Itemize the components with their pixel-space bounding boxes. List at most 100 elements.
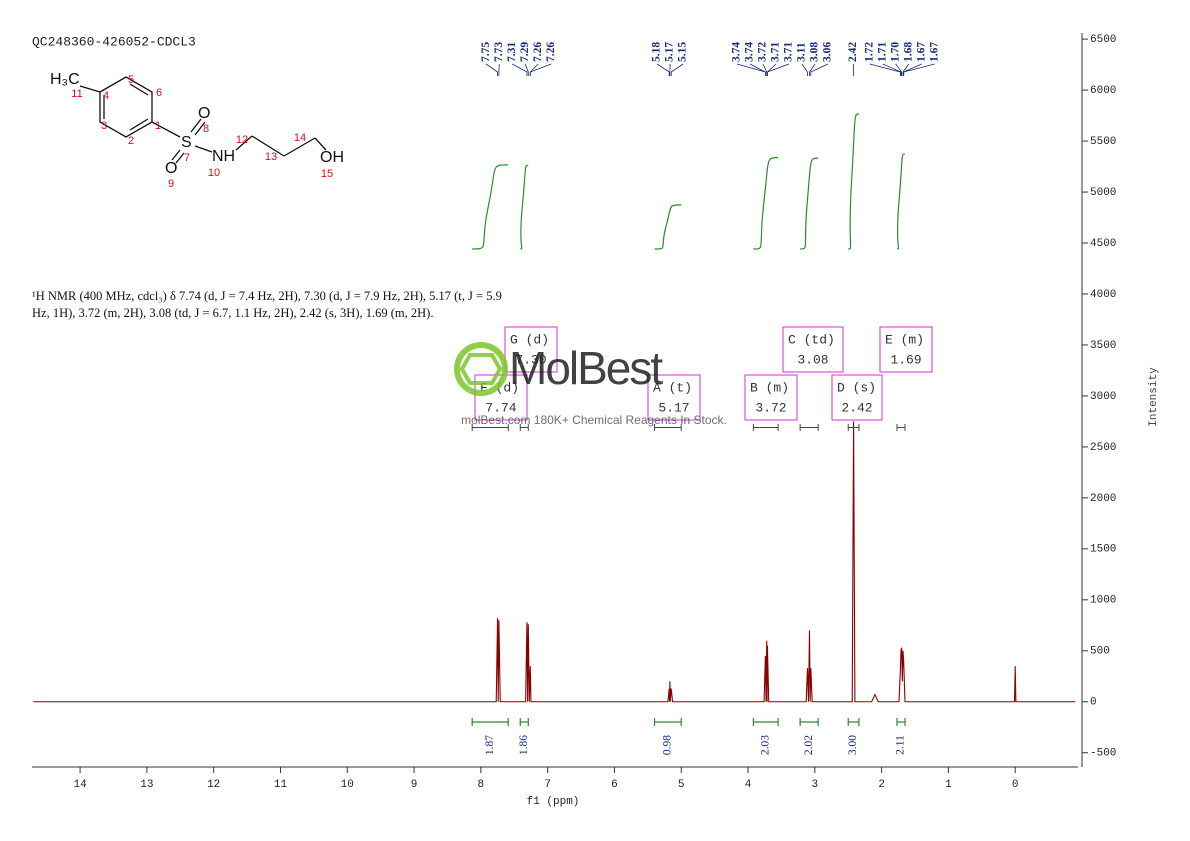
integral-curve [472, 164, 509, 250]
atom-number: 1 [155, 120, 161, 132]
y-tick-label: 6500 [1090, 34, 1116, 46]
molecule-bonds [79, 76, 327, 164]
x-tick-label: 1 [945, 779, 952, 791]
atom-number: 15 [321, 168, 333, 180]
x-tick-label: 10 [341, 779, 354, 791]
multiplet-box [782, 326, 844, 373]
integral-label: 1.86 [518, 735, 530, 755]
atom-number: 4 [103, 90, 109, 102]
peak-label: 3.06 [822, 42, 834, 62]
y-axis-label: Intensity [1148, 367, 1160, 427]
x-tick-label: 12 [207, 779, 220, 791]
peak-label: 5.17 [664, 42, 676, 62]
peak-label: 1.72 [863, 42, 875, 62]
x-tick-label: 14 [73, 779, 87, 791]
integral-label: 2.03 [759, 735, 771, 755]
y-tick-label: 4000 [1090, 289, 1116, 301]
integral-label: 1.87 [484, 735, 496, 755]
atom-number: 5 [128, 74, 134, 86]
multiplet-bracket [654, 424, 682, 431]
peak-connector [512, 63, 528, 76]
peak-label: 3.74 [744, 42, 756, 62]
x-tick-label: 3 [812, 779, 819, 791]
integral-label: 2.02 [803, 735, 815, 755]
peak-connector [767, 63, 790, 76]
atom-number: 6 [156, 87, 162, 99]
atom-number: 3 [101, 120, 107, 132]
peak-connector [902, 63, 910, 76]
peak-label: 2.42 [847, 42, 859, 62]
integral-label: 0.98 [662, 735, 674, 755]
description-line: Hz, 1H), 3.72 (m, 2H), 3.08 (td, J = 6.7… [32, 306, 433, 320]
atom-number: 9 [168, 178, 174, 190]
peak-connector [670, 63, 684, 76]
integral-curve [753, 157, 779, 250]
integral-label: 3.00 [847, 735, 859, 755]
y-tick-label: 1000 [1090, 595, 1116, 607]
x-tick-label: 11 [274, 779, 288, 791]
peak-label: 7.26 [545, 42, 557, 62]
integral-bracket [896, 718, 906, 726]
integral-curve [654, 204, 682, 250]
peak-label: 5.18 [651, 42, 663, 62]
watermark-title: MolBest [509, 342, 663, 394]
peak-connector [656, 63, 670, 76]
atom-label: S [181, 134, 192, 151]
multiplet-shift: 1.69 [890, 352, 921, 367]
atom-number: 12 [236, 134, 248, 146]
x-tick-label: 9 [411, 779, 418, 791]
peak-connector [762, 63, 768, 76]
chart-title: QC248360-426052-CDCL3 [32, 34, 196, 49]
atom-number: 7 [184, 152, 190, 164]
multiplet-label: G (d) [510, 332, 549, 347]
multiplet-box [504, 326, 558, 373]
atom-number: 14 [294, 132, 306, 144]
peak-label: 1.71 [876, 42, 888, 62]
x-tick-label: 0 [1012, 779, 1019, 791]
peak-label: 3.74 [731, 42, 743, 62]
peak-label: 3.71 [783, 42, 795, 62]
integral-bracket [653, 718, 682, 726]
multiplet-bracket [847, 424, 860, 431]
atom-label: OH [320, 149, 344, 166]
integral-bracket [799, 718, 819, 726]
x-tick-label: 13 [140, 779, 153, 791]
multiplet-box [474, 374, 528, 421]
x-axis-label: f1 (ppm) [527, 796, 580, 808]
peak-label: 5.15 [677, 42, 689, 62]
peak-label: 1.70 [889, 42, 901, 62]
integral-bracket [471, 718, 509, 726]
y-tick-label: 3000 [1090, 391, 1116, 403]
peak-label: 7.31 [506, 42, 518, 62]
multiplet-shift: 2.42 [841, 400, 872, 415]
peak-connector [810, 63, 829, 76]
atom-number: 11 [71, 88, 82, 100]
atom-label: O [198, 105, 210, 122]
integral-bracket [752, 718, 779, 726]
plot-layer: 14 13 12 11 10 9 8 7 6 5 4 3 2 1 0-5000500100015002000… [33, 34, 1116, 791]
peak-label: 7.75 [480, 42, 492, 62]
y-tick-label: 5500 [1090, 136, 1116, 148]
integral-curve [520, 164, 529, 250]
y-tick-label: 1500 [1090, 544, 1116, 556]
atom-label: O [165, 160, 177, 177]
peak-connector [809, 63, 816, 76]
peak-connector [882, 63, 902, 76]
y-tick-label: 5000 [1090, 187, 1116, 199]
peak-label: 7.26 [532, 42, 544, 62]
description-line: ¹H NMR (400 MHz, cdcl₃) δ 7.74 (d, J = 7… [32, 289, 502, 303]
y-tick-label: 0 [1090, 697, 1097, 709]
multiplet-shift: 3.72 [755, 400, 786, 415]
multiplet-shift: 5.17 [658, 400, 689, 415]
multiplet-label: C (td) [788, 332, 835, 347]
y-tick-label: 2000 [1090, 493, 1116, 505]
integral-bracket [519, 718, 529, 726]
y-tick-label: -500 [1090, 748, 1116, 760]
multiplet-label: D (s) [837, 380, 876, 395]
multiplet-label: E (m) [885, 332, 924, 347]
x-tick-label: 6 [611, 779, 618, 791]
peak-connector [524, 63, 529, 76]
multiplet-box [879, 326, 933, 373]
atom-number: 13 [265, 151, 277, 163]
